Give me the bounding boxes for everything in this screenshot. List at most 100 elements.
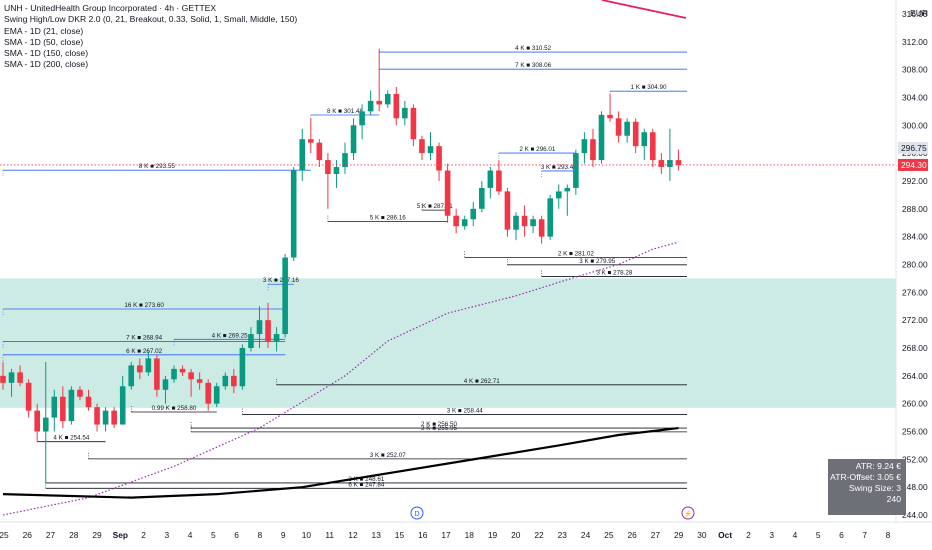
- x-tick-label: 30: [697, 530, 707, 540]
- x-tick-label: 28: [69, 530, 79, 540]
- swing-level-label: 5 K ■ 287.81: [417, 203, 454, 210]
- x-tick-label: 10: [302, 530, 312, 540]
- y-tick-label: 312.00: [902, 37, 928, 47]
- candle-body: [675, 160, 682, 165]
- legend-title[interactable]: UNH - UnitedHealth Group Incorporated · …: [4, 3, 217, 13]
- y-tick-label: 292.00: [902, 176, 928, 186]
- swing-level-label: 6 K ■ 267.02: [126, 348, 163, 355]
- currency-label[interactable]: EUR: [910, 8, 928, 18]
- swing-level-label: 8 K ■ 293.55: [139, 163, 176, 170]
- candle-body: [547, 198, 553, 237]
- event-marker-label: D: [414, 511, 419, 518]
- x-tick-label: 8: [886, 530, 891, 540]
- candle-body: [607, 114, 613, 119]
- candle-body: [658, 160, 665, 168]
- candle-body: [8, 372, 15, 383]
- x-tick-label: 3: [769, 530, 774, 540]
- candle-body: [77, 389, 83, 397]
- price-tag-high: 296.75: [901, 143, 927, 153]
- legend-line-sma150[interactable]: SMA - 1D (150, close): [4, 48, 89, 59]
- candle-body: [470, 208, 477, 220]
- x-tick-label: 22: [534, 530, 544, 540]
- x-tick-label: 15: [395, 530, 405, 540]
- legend-line-sma50[interactable]: SMA - 1D (50, close): [4, 36, 84, 47]
- candle-body: [479, 187, 485, 209]
- candle-body: [273, 334, 280, 342]
- candle-body: [231, 375, 237, 387]
- candle-body: [453, 215, 459, 227]
- y-tick-label: 248.00: [902, 482, 928, 492]
- candle-body: [256, 320, 263, 335]
- candle-body: [265, 320, 271, 342]
- swing-level-label: 2 K ■ 256.50: [421, 421, 458, 428]
- candle-body: [367, 100, 374, 112]
- swing-level-label: 7 K ■ 308.06: [515, 62, 552, 69]
- x-tick-label: 23: [558, 530, 568, 540]
- candle-body: [17, 372, 23, 383]
- candle-body: [641, 132, 648, 147]
- x-tick-label: 4: [188, 530, 193, 540]
- candle-body: [188, 372, 194, 380]
- candle-body: [436, 146, 442, 171]
- candle-body: [667, 160, 673, 168]
- candle-body: [25, 382, 32, 411]
- candle-body: [85, 396, 92, 408]
- stats-swing-size: Swing Size: 3: [848, 483, 901, 493]
- candle-body: [632, 121, 639, 147]
- x-tick-label: Sep: [113, 530, 128, 540]
- y-tick-label: 268.00: [902, 343, 928, 353]
- y-tick-label: 316.00: [902, 9, 928, 19]
- x-tick-label: 24: [581, 530, 591, 540]
- candle-body: [316, 142, 323, 161]
- x-tick-label: 25: [0, 530, 9, 540]
- swing-level-label: 5 K ■ 286.16: [370, 215, 407, 222]
- y-tick-label: 280.00: [902, 259, 928, 269]
- x-tick-label: 17: [441, 530, 451, 540]
- x-tick-label: 7: [862, 530, 867, 540]
- candle-body: [581, 139, 588, 154]
- x-tick-label: 20: [511, 530, 521, 540]
- candle-body: [444, 170, 451, 216]
- y-tick-label: 304.00: [902, 92, 928, 102]
- candle-body: [333, 167, 340, 174]
- candle-body: [94, 407, 100, 425]
- swing-level-label: 3 K ■ 278.28: [596, 269, 633, 276]
- x-tick-label: 19: [488, 530, 498, 540]
- event-marker-0: [410, 506, 424, 520]
- legend-line-swing[interactable]: Swing High/Low DKR 2.0 (0, 21, Breakout,…: [4, 14, 298, 25]
- candle-body: [624, 121, 630, 136]
- swing-level-label: 16 K ■ 273.60: [124, 302, 164, 309]
- swing-level-label: 4 K ■ 310.52: [515, 45, 552, 52]
- candle-body: [487, 170, 494, 188]
- x-tick-label: Oct: [718, 530, 732, 540]
- x-tick-label: 8: [258, 530, 263, 540]
- candle-body: [128, 365, 135, 387]
- x-tick-label: 27: [46, 530, 56, 540]
- candle-body: [350, 125, 357, 154]
- sma-offscale-line: [601, 0, 687, 19]
- candle-body: [222, 375, 229, 387]
- x-tick-label: 25: [604, 530, 614, 540]
- candle-body: [145, 358, 152, 373]
- x-tick-label: 26: [23, 530, 33, 540]
- legend-line-sma200[interactable]: SMA - 1D (200, close): [4, 59, 89, 70]
- x-tick-label: 9: [281, 530, 286, 540]
- candle-body: [427, 146, 434, 154]
- stats-box: ATR: 9.24 € ATR-Offset: 3.05 € Swing Siz…: [828, 459, 906, 515]
- swing-level-label: 3 K ■ 248.61: [348, 476, 385, 483]
- candle-body: [299, 139, 306, 171]
- legend-line-ema21[interactable]: EMA - 1D (21, close): [4, 25, 84, 36]
- candle-body: [68, 389, 75, 422]
- highlight-zone: [0, 278, 896, 408]
- swing-level-label: 4 K ■ 254.54: [53, 435, 90, 442]
- candle-body: [513, 215, 519, 230]
- x-tick-label: 13: [372, 530, 382, 540]
- candle-body: [60, 396, 66, 422]
- candle-body: [213, 386, 220, 404]
- stats-count: 240: [886, 494, 901, 504]
- x-tick-label: 29: [92, 530, 102, 540]
- stats-atr: ATR: 9.24 €: [855, 461, 901, 471]
- candle-body: [419, 139, 425, 154]
